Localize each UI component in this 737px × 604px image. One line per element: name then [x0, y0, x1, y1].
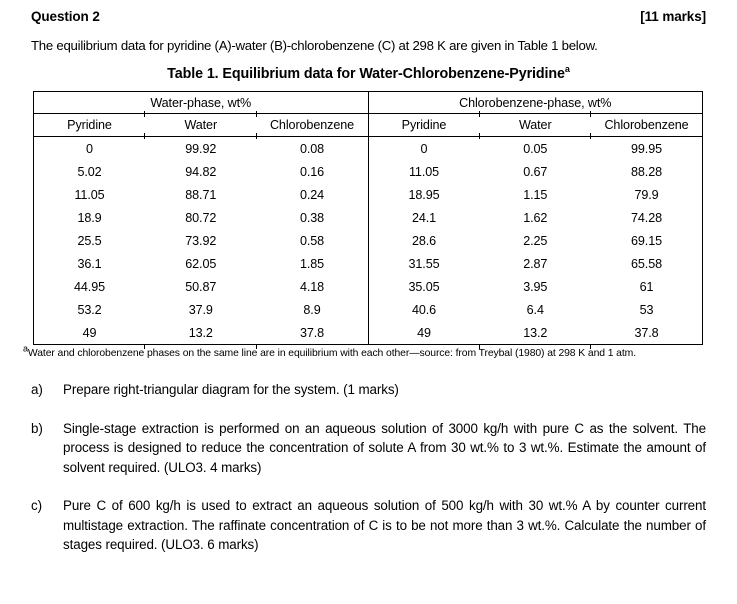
table-cell: 36.1	[77, 256, 102, 271]
footnote-superscript: a	[23, 343, 28, 354]
phase-group-header: Water-phase, wt%	[33, 91, 368, 114]
table-cell: 35.05	[367, 275, 480, 298]
table-cell: 69.15	[630, 233, 662, 248]
table-row: 5.02 94.82 0.16 11.05 0.67 88.28	[34, 160, 703, 183]
phase-group-header: Chlorobenzene-phase, wt%	[367, 91, 703, 114]
table-cell: 79.9	[634, 187, 659, 202]
question-item: b) Single-stage extraction is performed o…	[31, 419, 706, 478]
table-cell: 0.67	[523, 164, 548, 179]
table-cell: 0.38	[299, 210, 325, 225]
table-cell: 3.95	[523, 279, 548, 294]
table-cell: 0.16	[299, 164, 325, 179]
table-title-text: Table 1. Equilibrium data for Water-Chlo…	[167, 66, 565, 82]
equilibrium-data-table: Water-phase, wt% Chlorobenzene-phase, wt%…	[33, 91, 703, 349]
table-cell: 18.9	[77, 210, 102, 225]
footnote-text: Water and chlorobenzene phases on the sa…	[27, 348, 636, 359]
table-cell: 37.9	[188, 302, 213, 317]
document-header: Question 2 [11 marks]	[31, 9, 706, 24]
table-cell: 61	[639, 279, 654, 294]
table-cell: 25.5	[77, 233, 102, 248]
table-cell: 0.24	[299, 187, 325, 202]
table-row: 53.2 37.9 8.9 40.6 6.4 53	[34, 298, 703, 321]
table-cell: 13.2	[478, 321, 592, 349]
table-body: 0 99.92 0.08 0 0.05 99.95 5.02 94.82 0.16 11.05 0.…	[34, 136, 703, 349]
table-cell: 11.05	[367, 160, 480, 183]
questions-list: a) Prepare right-triangular diagram for t…	[31, 380, 706, 555]
table-cell: 37.8	[590, 321, 703, 349]
question-text: Single-stage extraction is performed on …	[63, 420, 706, 475]
phase-group-header-row: Water-phase, wt% Chlorobenzene-phase, wt%	[33, 91, 703, 114]
table-cell: 49	[82, 325, 97, 340]
table-cell: 50.87	[185, 279, 217, 294]
table-cell: 28.6	[367, 229, 480, 252]
table-row: 36.1 62.05 1.85 31.55 2.87 65.58	[34, 252, 703, 275]
table-cell: 0	[367, 136, 480, 160]
question-marker: a)	[31, 382, 43, 397]
column-header: Chlorobenzene	[255, 110, 368, 139]
column-header: Pyridine	[33, 113, 145, 137]
table-cell: 99.92	[185, 141, 217, 156]
table-title-superscript: a	[564, 64, 570, 75]
table-cell: 65.58	[630, 256, 662, 271]
intro-paragraph: The equilibrium data for pyridine (A)-wa…	[31, 38, 598, 53]
table-cell: 11.05	[74, 187, 105, 202]
question-number: Question 2	[31, 9, 100, 24]
table-cell: 6.4	[526, 302, 544, 317]
column-header: Water	[144, 110, 257, 139]
table-cell: 13.2	[144, 321, 257, 349]
table-cell: 18.95	[367, 183, 480, 206]
column-header-row: Pyridine Water Chlorobenzene Pyridine Water C…	[33, 110, 703, 139]
table-cell: 24.1	[367, 206, 480, 229]
table-head: Water-phase, wt% Chlorobenzene-phase, wt%…	[33, 91, 703, 139]
table-cell: 5.02	[77, 164, 102, 179]
table-row: 18.9 80.72 0.38 24.1 1.62 74.28	[34, 206, 703, 229]
table-row: 44.95 50.87 4.18 35.05 3.95 61	[34, 275, 703, 298]
question-text: Prepare right-triangular diagram for the…	[63, 382, 399, 397]
table-cell: 44.95	[73, 279, 105, 294]
table-cell: 88.71	[185, 187, 217, 202]
table-cell: 1.62	[523, 210, 548, 225]
table-cell: 88.28	[630, 164, 662, 179]
table-title: Table 1. Equilibrium data for Water-Chlo…	[31, 64, 706, 82]
table-cell: 1.85	[299, 256, 325, 271]
table-row: 25.5 73.92 0.58 28.6 2.25 69.15	[34, 229, 703, 252]
column-header: Water	[478, 110, 591, 139]
table-cell: 40.6	[367, 298, 480, 321]
question-item: c) Pure C of 600 kg/h is used to extract …	[31, 496, 706, 555]
question-marker: c)	[31, 498, 42, 513]
marks-label: [11 marks]	[640, 9, 706, 24]
table-cell: 99.95	[630, 141, 662, 156]
question-text: Pure C of 600 kg/h is used to extract an…	[63, 498, 706, 552]
table-cell: 0.58	[299, 233, 325, 248]
table-cell: 37.8	[255, 321, 369, 349]
table-cell: 0.05	[523, 141, 548, 156]
table-cell: 53	[639, 302, 654, 317]
table-cell: 53.2	[77, 302, 102, 317]
table-cell: 73.92	[185, 233, 217, 248]
table-cell: 49	[367, 321, 480, 345]
table-cell: 1.15	[523, 187, 548, 202]
column-header: Chlorobenzene	[590, 110, 703, 139]
column-header: Pyridine	[367, 113, 480, 137]
table-cell: 8.9	[303, 302, 321, 317]
table-cell: 0.08	[299, 141, 325, 156]
table-cell: 2.87	[523, 256, 548, 271]
table-cell: 80.72	[185, 210, 217, 225]
table-cell: 62.05	[185, 256, 217, 271]
question-item: a) Prepare right-triangular diagram for t…	[31, 380, 706, 400]
table-cell: 0	[86, 141, 93, 156]
table-cell: 94.82	[185, 164, 217, 179]
table-row: 0 99.92 0.08 0 0.05 99.95	[34, 136, 703, 160]
question-marker: b)	[31, 420, 43, 436]
table-cell: 4.18	[299, 279, 325, 294]
table-row: 11.05 88.71 0.24 18.95 1.15 79.9	[34, 183, 703, 206]
table-row: 49 13.2 37.8 49 13.2 37.8	[34, 321, 703, 349]
table-footnote: aWater and chlorobenzene phases on the s…	[23, 344, 706, 359]
table-cell: 74.28	[630, 210, 662, 225]
table-cell: 31.55	[367, 252, 480, 275]
table-cell: 2.25	[523, 233, 548, 248]
